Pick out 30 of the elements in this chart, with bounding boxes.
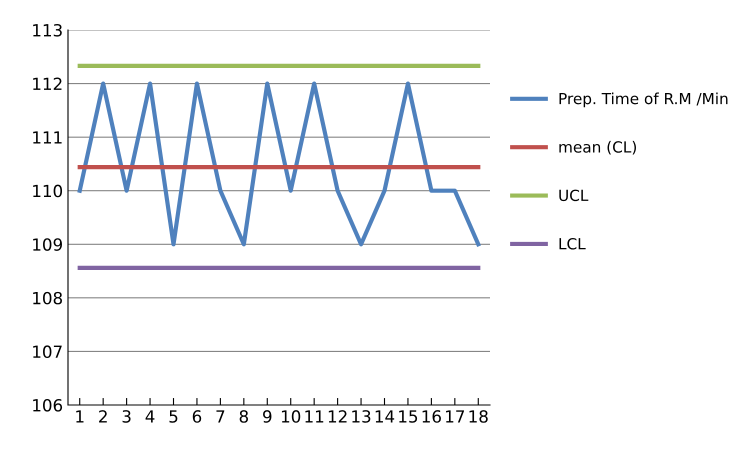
y-tick-label: 108 [33,292,62,304]
x-tick-label: 17 [446,410,464,423]
x-tick-label: 3 [122,410,131,423]
x-tick-label: 18 [470,410,488,423]
legend-label: LCL [560,238,586,250]
legend-label: mean (CL) [559,140,636,155]
x-tick-label: 2 [99,410,107,423]
y-tick-label: 112 [33,78,62,90]
x-tick-label: 8 [240,410,248,423]
legend-label: Prep. Time of R.M /Min [560,92,728,108]
x-tick-label: 13 [352,410,370,423]
x-tick-label: 12 [328,410,347,423]
legend-label: UCL [559,190,588,202]
x-tick-label: 11 [305,410,324,423]
x-tick-label: 15 [399,410,418,423]
y-tick-label: 110 [33,184,62,198]
y-tick-label: 107 [33,345,62,358]
x-tick-label: 10 [282,410,300,423]
y-tick-label: 109 [33,238,62,251]
x-tick-label: 7 [216,410,224,423]
x-tick-label: 4 [146,410,154,423]
x-tick-label: 16 [422,410,441,423]
x-tick-label: 6 [192,410,202,423]
x-tick-label: 9 [263,410,272,423]
x-tick-label: 5 [169,410,178,423]
y-tick-label: 106 [33,398,62,412]
x-tick-label: 1 [76,410,84,423]
x-tick-label: 14 [376,410,394,423]
y-tick-label: 111 [33,131,62,144]
y-tick-label: 113 [33,24,62,37]
